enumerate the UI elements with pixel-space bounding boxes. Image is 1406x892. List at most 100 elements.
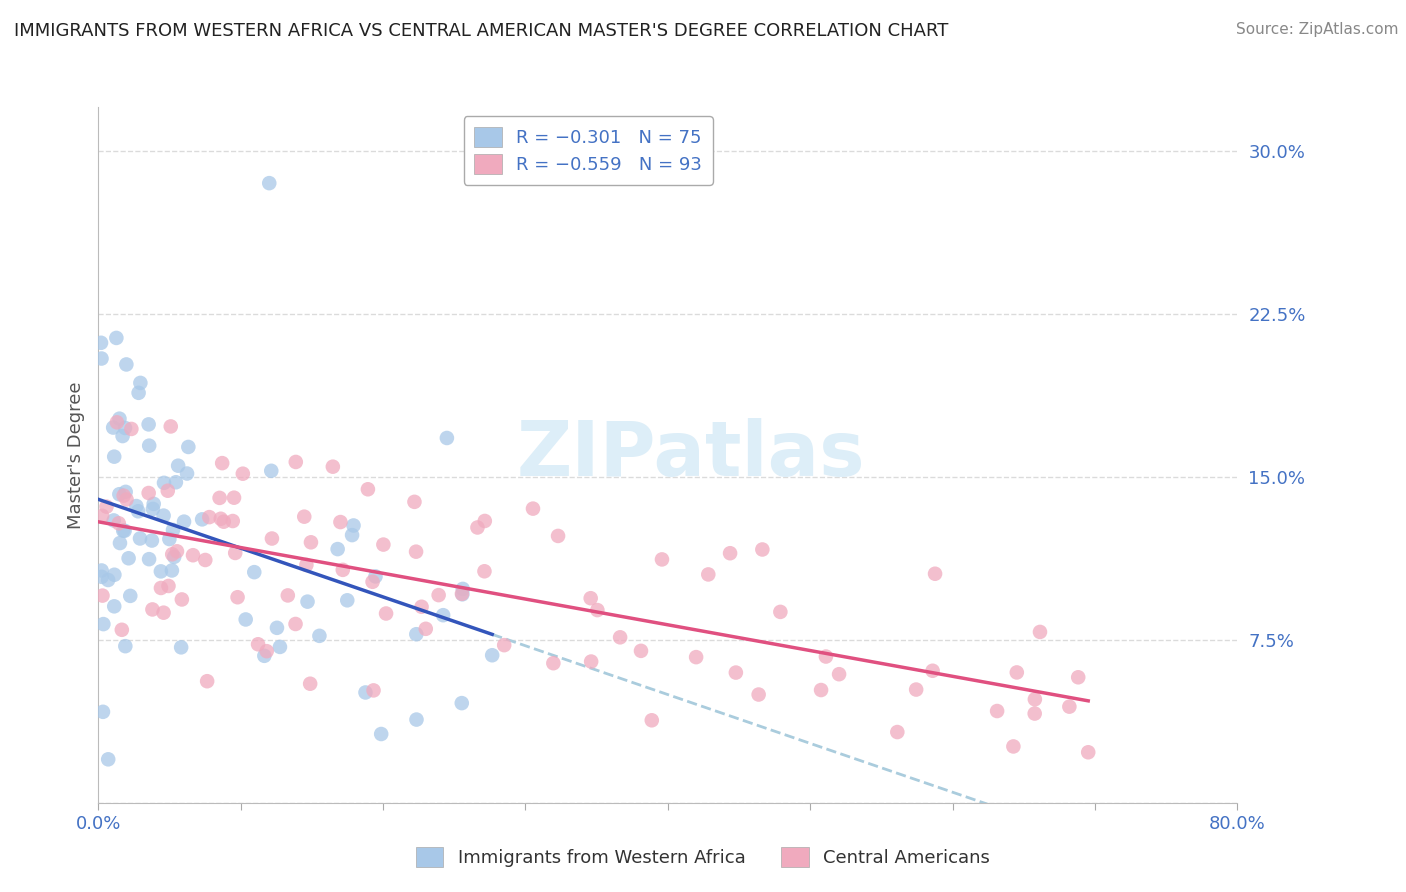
Point [120, 589, 142, 603]
Point [269, 640, 291, 654]
Point [292, 509, 315, 524]
Point [543, 656, 565, 670]
Point [153, 475, 176, 490]
Point [986, 704, 1008, 718]
Point [157, 579, 180, 593]
Point [1024, 692, 1046, 706]
Point [436, 431, 458, 445]
Point [751, 542, 773, 557]
Point [222, 514, 245, 528]
Point [107, 516, 129, 531]
Point [195, 674, 218, 689]
Point [329, 515, 352, 529]
Point [114, 484, 136, 499]
Point [651, 552, 673, 566]
Point [91, 589, 114, 603]
Point [232, 467, 254, 481]
Point [166, 544, 188, 558]
Point [114, 421, 136, 435]
Point [141, 533, 163, 548]
Point [157, 532, 180, 546]
Point [91, 508, 114, 523]
Point [299, 535, 322, 549]
Point [299, 677, 322, 691]
Point [427, 588, 450, 602]
Point [129, 532, 152, 546]
Point [120, 422, 142, 436]
Point [142, 502, 165, 516]
Point [405, 627, 427, 641]
Point [361, 574, 384, 589]
Point [579, 655, 602, 669]
Point [336, 593, 359, 607]
Point [357, 483, 380, 497]
Point [547, 529, 569, 543]
Point [105, 331, 128, 345]
Point [91, 705, 114, 719]
Point [212, 515, 235, 529]
Point [373, 538, 395, 552]
Point [103, 567, 125, 582]
Point [138, 417, 160, 432]
Point [474, 564, 496, 578]
Point [326, 542, 349, 557]
Point [450, 696, 472, 710]
Point [208, 491, 231, 505]
Point [1059, 699, 1081, 714]
Point [235, 612, 257, 626]
Point [90, 570, 112, 584]
Point [522, 501, 544, 516]
Point [921, 664, 943, 678]
Point [176, 467, 198, 481]
Point [586, 603, 609, 617]
Point [226, 591, 249, 605]
Point [405, 713, 427, 727]
Y-axis label: Master's Degree: Master's Degree [66, 381, 84, 529]
Point [181, 548, 204, 562]
Point [277, 589, 299, 603]
Point [451, 587, 474, 601]
Point [170, 592, 193, 607]
Text: ZIPatlas: ZIPatlas [516, 418, 865, 491]
Legend: R = −0.301   N = 75, R = −0.559   N = 93: R = −0.301 N = 75, R = −0.559 N = 93 [464, 116, 713, 185]
Point [579, 591, 602, 606]
Point [924, 566, 946, 581]
Point [1077, 745, 1099, 759]
Point [260, 464, 283, 478]
Point [297, 594, 319, 608]
Point [256, 644, 278, 658]
Point [194, 553, 217, 567]
Point [308, 629, 330, 643]
Point [630, 644, 652, 658]
Point [138, 486, 160, 500]
Point [370, 727, 392, 741]
Point [129, 376, 152, 390]
Point [1067, 670, 1090, 684]
Point [748, 688, 770, 702]
Point [259, 176, 281, 190]
Point [222, 491, 245, 505]
Point [451, 582, 474, 596]
Point [243, 565, 266, 579]
Point [405, 544, 427, 558]
Point [685, 650, 707, 665]
Point [141, 602, 163, 616]
Point [111, 623, 134, 637]
Point [467, 520, 489, 534]
Point [103, 450, 125, 464]
Point [340, 528, 363, 542]
Text: Source: ZipAtlas.com: Source: ZipAtlas.com [1236, 22, 1399, 37]
Point [173, 515, 195, 529]
Point [198, 510, 221, 524]
Point [284, 617, 307, 632]
Text: IMMIGRANTS FROM WESTERN AFRICA VS CENTRAL AMERICAN MASTER'S DEGREE CORRELATION C: IMMIGRANTS FROM WESTERN AFRICA VS CENTRA… [14, 22, 949, 40]
Point [160, 564, 183, 578]
Point [138, 439, 160, 453]
Point [103, 599, 125, 614]
Point [156, 483, 179, 498]
Point [481, 648, 503, 663]
Point [828, 667, 851, 681]
Point [125, 499, 148, 513]
Point [905, 682, 928, 697]
Point [170, 640, 193, 655]
